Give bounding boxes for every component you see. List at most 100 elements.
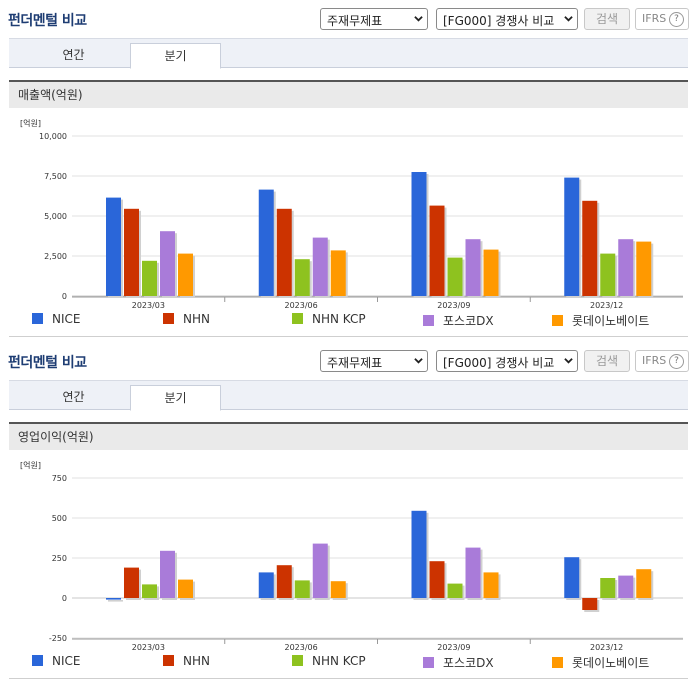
x-tick-label: 2023/09 [437, 301, 470, 310]
statement-select-value: 주재무제표 [327, 14, 383, 28]
bar[interactable] [124, 567, 139, 598]
y-tick-label: 7,500 [44, 172, 67, 181]
statement-select[interactable]: 주재무제표 [320, 350, 428, 372]
tab-annual[interactable]: 연간 [62, 48, 85, 62]
bar[interactable] [564, 557, 580, 598]
tab-quarterly[interactable]: 분기 [130, 385, 221, 411]
legend-swatch [163, 655, 174, 666]
y-tick-label: 5,000 [44, 212, 67, 221]
search-button[interactable]: 검색 [584, 350, 630, 372]
legend-item[interactable]: 포스코DX [423, 312, 494, 328]
legend-item[interactable]: NHN [163, 312, 210, 326]
bar[interactable] [564, 177, 580, 296]
legend-swatch [552, 315, 563, 326]
bar[interactable] [483, 249, 499, 296]
bar[interactable] [276, 208, 292, 296]
peer-select-value: [FG000] 경쟁사 비교 [443, 356, 555, 370]
legend-swatch [32, 655, 43, 666]
legend-swatch [292, 313, 303, 324]
legend-label: 롯데이노베이트 [572, 656, 650, 670]
bar[interactable] [636, 569, 652, 598]
bar[interactable] [600, 253, 616, 296]
chevron-down-icon [414, 16, 423, 22]
bar[interactable] [429, 205, 445, 296]
legend-label: 롯데이노베이트 [572, 314, 650, 328]
legend-item[interactable]: 포스코DX [423, 654, 494, 670]
statement-select[interactable]: 주재무제표 [320, 8, 428, 30]
bar[interactable] [582, 598, 598, 610]
x-tick-label: 2023/09 [437, 643, 470, 652]
peer-select[interactable]: [FG000] 경쟁사 비교 [436, 350, 578, 372]
bar[interactable] [312, 237, 328, 296]
search-button[interactable]: 검색 [584, 8, 630, 30]
revenue-chart: 0 2,500 5,000 7,500 10,000 2023/03 2023/06 2023… [39, 132, 683, 310]
x-tick-label: 2023/03 [132, 643, 165, 652]
bar[interactable] [600, 578, 616, 598]
period-tabs: 연간 분기 [9, 380, 688, 411]
legend-swatch [163, 313, 174, 324]
bar[interactable] [124, 208, 139, 296]
bar[interactable] [276, 565, 292, 598]
bar[interactable] [160, 550, 175, 598]
bar[interactable] [142, 584, 157, 598]
y-tick-label: 10,000 [39, 132, 67, 141]
chevron-down-icon [414, 358, 423, 364]
bar[interactable] [582, 200, 598, 296]
tab-quarterly[interactable]: 분기 [130, 43, 221, 69]
bar[interactable] [106, 197, 121, 296]
panel-operating-income: 펀더멘털 비교 주재무제표 [FG000] 경쟁사 비교 검색 IFRS ? 연… [0, 342, 696, 684]
help-icon[interactable]: ? [669, 12, 684, 27]
bar[interactable] [330, 581, 346, 598]
bar[interactable] [447, 257, 463, 296]
legend-label: NHN [183, 312, 210, 326]
bar[interactable] [465, 547, 481, 598]
operating-income-chart: -250 0 250 500 750 2023/03 2023/06 2023/09 2023/… [49, 474, 683, 652]
bar[interactable] [312, 543, 328, 598]
bar[interactable] [411, 172, 427, 296]
bar[interactable] [178, 579, 193, 598]
bar[interactable] [106, 598, 121, 600]
y-tick-label: -250 [49, 634, 67, 643]
y-tick-label: 0 [62, 594, 67, 603]
legend-item[interactable]: NICE [32, 654, 80, 668]
bar[interactable] [142, 260, 157, 296]
legend-item[interactable]: 롯데이노베이트 [552, 312, 650, 328]
legend-item[interactable]: NHN KCP [292, 654, 366, 668]
legend-swatch [552, 657, 563, 668]
legend-swatch [292, 655, 303, 666]
ifrs-button[interactable]: IFRS ? [635, 8, 689, 30]
y-unit-label: [억원] [20, 119, 41, 128]
legend-item[interactable]: NHN [163, 654, 210, 668]
bar[interactable] [330, 250, 346, 296]
x-tick-label: 2023/06 [285, 643, 318, 652]
legend-item[interactable]: NICE [32, 312, 80, 326]
bar[interactable] [618, 239, 634, 296]
bar[interactable] [465, 239, 481, 296]
bar[interactable] [447, 583, 463, 598]
bar[interactable] [178, 253, 193, 296]
chevron-down-icon [564, 358, 573, 364]
bar[interactable] [411, 510, 427, 598]
peer-select[interactable]: [FG000] 경쟁사 비교 [436, 8, 578, 30]
legend-label: NHN KCP [312, 654, 366, 668]
bar[interactable] [618, 575, 634, 598]
bar[interactable] [429, 561, 445, 598]
legend-item[interactable]: 롯데이노베이트 [552, 654, 650, 670]
ifrs-button[interactable]: IFRS ? [635, 350, 689, 372]
bar[interactable] [258, 572, 274, 598]
bar[interactable] [258, 189, 274, 296]
bar[interactable] [636, 241, 652, 296]
divider [9, 678, 688, 679]
bar[interactable] [294, 580, 310, 598]
y-tick-label: 250 [52, 554, 67, 563]
legend-label: NICE [52, 654, 81, 668]
help-icon[interactable]: ? [669, 354, 684, 369]
bar[interactable] [160, 231, 175, 296]
tab-annual[interactable]: 연간 [62, 390, 85, 404]
chart-title: 매출액(억원) [9, 80, 688, 108]
panel-revenue: 펀더멘털 비교 주재무제표 [FG000] 경쟁사 비교 검색 IFRS ? 연… [8, 8, 689, 337]
legend-item[interactable]: NHN KCP [292, 312, 366, 326]
bar[interactable] [294, 259, 310, 296]
bar[interactable] [483, 572, 499, 598]
section-title: 펀더멘털 비교 [8, 13, 87, 29]
